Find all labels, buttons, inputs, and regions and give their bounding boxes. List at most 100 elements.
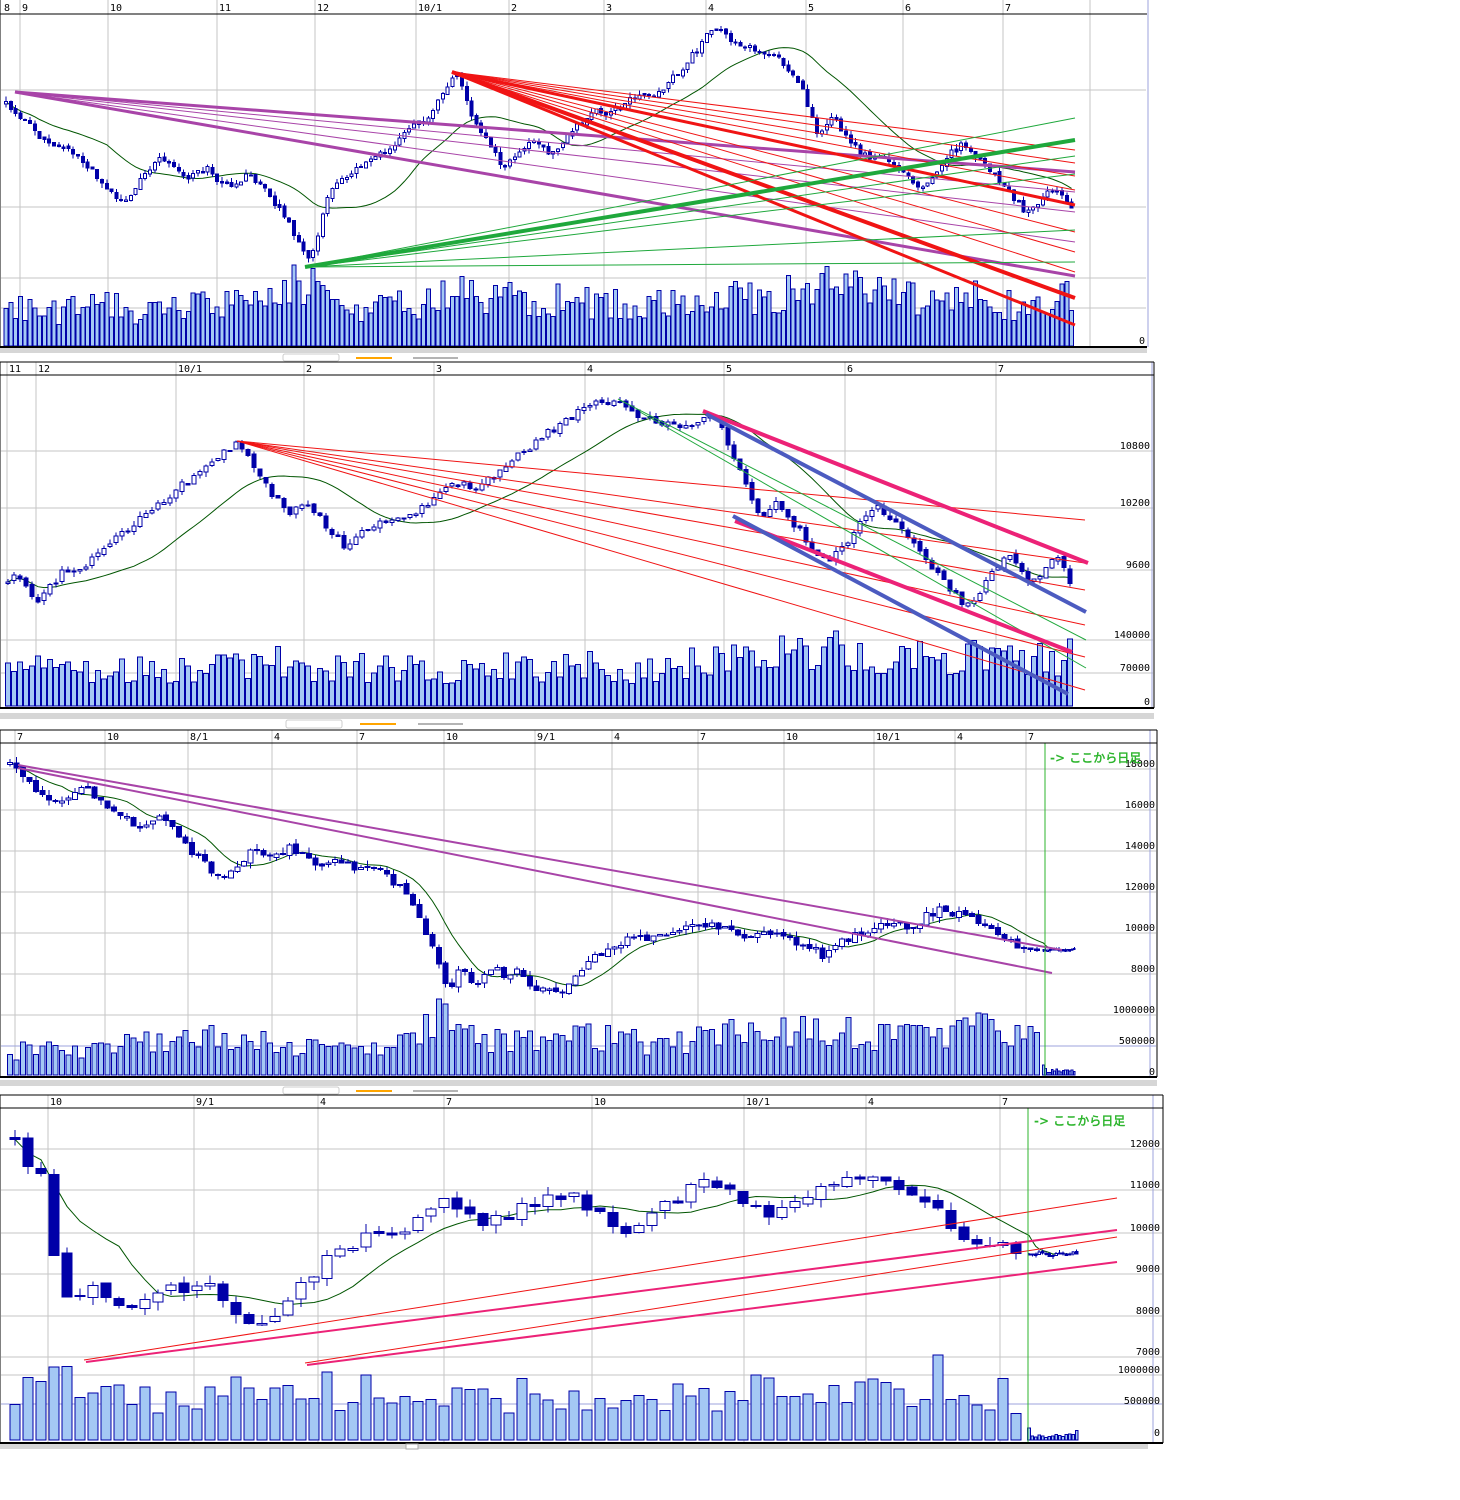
volume-bars: [3, 264, 1075, 347]
y-axis-label: 8000: [1136, 1306, 1160, 1317]
scrollbar-track[interactable]: [0, 1444, 1148, 1449]
x-axis-label: 8/1: [190, 732, 208, 743]
y-axis-label: 0: [1139, 336, 1145, 347]
y-axis-label: 18000: [1125, 759, 1155, 770]
panel-gap-4: [0, 1443, 1148, 1450]
panel-borders: [0, 0, 1147, 348]
scrollbar-thumb[interactable]: [405, 1443, 419, 1450]
legend-button[interactable]: [282, 353, 340, 362]
trendlines: [83, 1197, 1118, 1366]
y-axis-label: 1000000: [1118, 1365, 1160, 1376]
chart-panel-3-weekly-chart-3: 7 10 8/1 4 7 10 9/1 4 7 10 10/1 4 7 18000 16000 14000 12…: [0, 729, 1158, 1078]
x-axis-label: 4: [587, 364, 593, 375]
trendlines: [17, 764, 1063, 974]
x-axis-label: 9: [22, 3, 28, 14]
x-axis-label: 4: [957, 732, 963, 743]
x-axis-label: 2: [306, 364, 312, 375]
x-axis-label: 7: [359, 732, 365, 743]
trendlines: [14, 70, 1076, 327]
y-axis-label: 14000: [1125, 841, 1155, 852]
x-axis-label: 10: [50, 1097, 62, 1108]
y-axis-label: 9000: [1136, 1264, 1160, 1275]
panel-borders: [0, 729, 1158, 1078]
y-axis-label: 9600: [1126, 560, 1150, 571]
y-axis-label: 0: [1149, 1067, 1155, 1078]
legend-line-orange: [356, 1090, 392, 1092]
daily-from-here-annotation-chart3: -> ここから日足: [1050, 751, 1142, 765]
x-axis-label: 12: [317, 3, 329, 14]
x-axis-label: 4: [320, 1097, 326, 1108]
gridlines: [1, 1095, 1162, 1443]
panel-gap-1: [0, 348, 1147, 362]
y-axis-label: 500000: [1124, 1396, 1160, 1407]
x-axis-label: 10/1: [178, 364, 202, 375]
y-axis-label: 70000: [1120, 663, 1150, 674]
panel-gap-3: [0, 1080, 1157, 1095]
panel-borders: [0, 361, 1155, 709]
y-axis-label: 12000: [1130, 1139, 1160, 1150]
panel-borders: [0, 1094, 1164, 1444]
moving-average-line: [7, 413, 1071, 589]
x-axis-label: 10: [446, 732, 458, 743]
x-axis-label: 4: [274, 732, 280, 743]
y-axis-label: 10000: [1130, 1223, 1160, 1234]
x-axis-label: 10/1: [418, 3, 442, 14]
y-axis-label: 0: [1144, 697, 1150, 708]
y-axis-label: 11000: [1130, 1180, 1160, 1191]
x-axis-label: 2: [511, 3, 517, 14]
y-axis-label: 12000: [1125, 882, 1155, 893]
x-axis-label: 3: [606, 3, 612, 14]
y-axis-label: 140000: [1114, 630, 1150, 641]
x-axis-label: 10: [594, 1097, 606, 1108]
candlestick-series: [4, 26, 1074, 263]
y-axis-label: 16000: [1125, 800, 1155, 811]
y-axis-label: 500000: [1119, 1036, 1155, 1047]
x-axis-label: 10/1: [876, 732, 900, 743]
x-axis-label: 10: [786, 732, 798, 743]
x-axis-label: 4: [708, 3, 714, 14]
x-axis-label: 9/1: [537, 732, 555, 743]
candlestick-series: [7, 757, 1076, 999]
volume-bars: [5, 630, 1073, 707]
y-axis-label: 1000000: [1113, 1005, 1155, 1016]
x-axis-label: 12: [38, 364, 50, 375]
x-axis-label: 7: [17, 732, 23, 743]
x-axis-label: 7: [998, 364, 1004, 375]
legend-line-gray: [413, 357, 458, 359]
volume-bars: [9, 1354, 1079, 1441]
x-axis-label: 8: [4, 3, 10, 14]
volume-bars: [7, 998, 1076, 1076]
legend-line-orange: [356, 357, 392, 359]
x-axis-label: 5: [808, 3, 814, 14]
moving-average-line: [9, 762, 1075, 987]
y-axis-label: 10800: [1120, 441, 1150, 452]
x-axis-label: 7: [446, 1097, 452, 1108]
x-axis-label: 4: [868, 1097, 874, 1108]
y-axis-label: 8000: [1131, 964, 1155, 975]
y-axis-label: 10000: [1125, 923, 1155, 934]
x-axis-label: 11: [9, 364, 21, 375]
panel-gap-2: [0, 713, 1154, 729]
x-axis-label: 10/1: [746, 1097, 770, 1108]
scrollbar-track[interactable]: [0, 1080, 1157, 1086]
x-axis-label: 5: [726, 364, 732, 375]
x-axis-label: 6: [847, 364, 853, 375]
daily-from-here-annotation-chart4: -> ここから日足: [1034, 1114, 1126, 1128]
legend-button[interactable]: [285, 719, 343, 729]
y-axis-label: 7000: [1136, 1347, 1160, 1358]
x-axis-label: 7: [1028, 732, 1034, 743]
legend-line-gray: [413, 1090, 458, 1092]
x-axis-label: 6: [905, 3, 911, 14]
x-axis-label: 4: [614, 732, 620, 743]
x-axis-label: 10: [107, 732, 119, 743]
y-axis-label: 0: [1154, 1428, 1160, 1439]
legend-line-gray: [418, 723, 463, 725]
scrollbar-track[interactable]: [0, 348, 1147, 353]
candlestick-series: [5, 396, 1073, 610]
legend-button[interactable]: [282, 1086, 340, 1095]
x-axis-label: 7: [1002, 1097, 1008, 1108]
scrollbar-track[interactable]: [0, 713, 1154, 719]
legend-line-orange: [360, 723, 396, 725]
